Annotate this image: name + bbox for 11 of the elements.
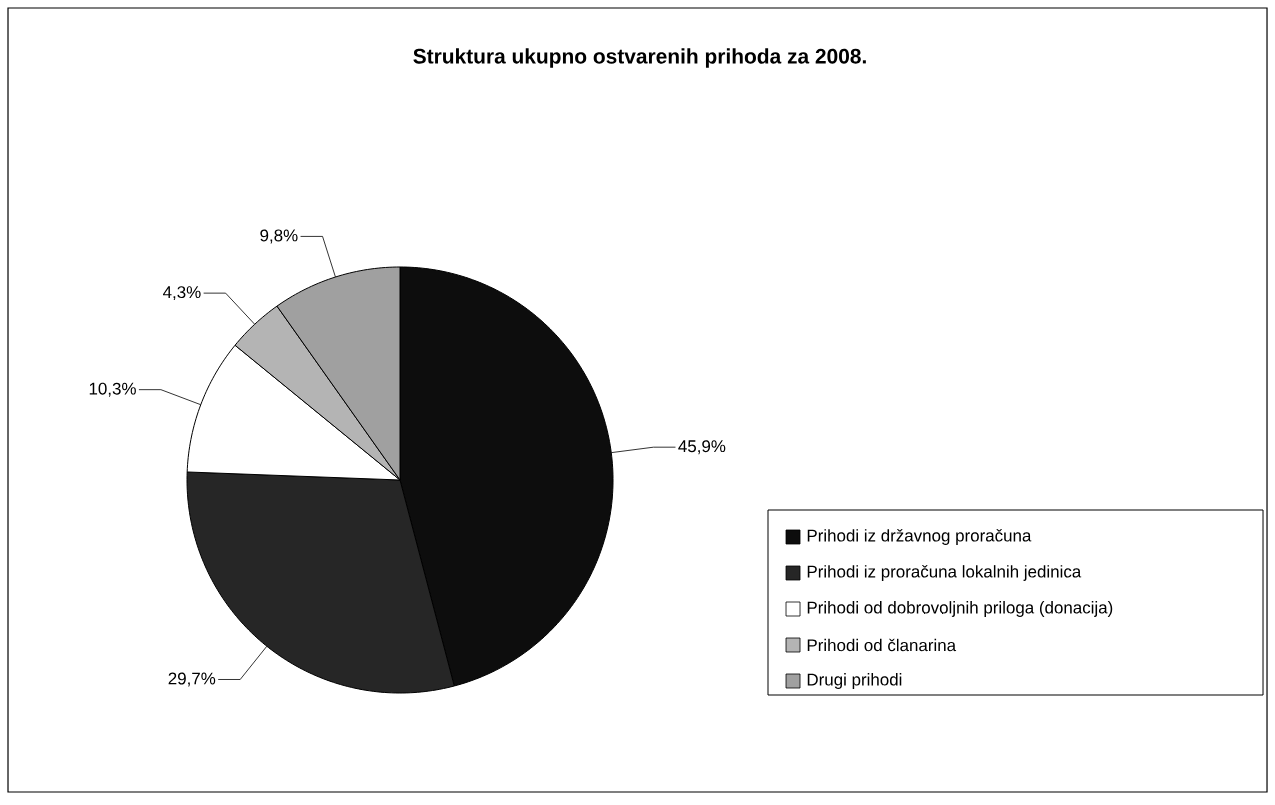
data-label: 4,3% (163, 286, 201, 301)
legend-label: Prihodi iz proračuna lokalnih jedinica (807, 565, 1082, 581)
data-label: 9,8% (260, 229, 298, 244)
chart-title: Struktura ukupno ostvarenih prihoda za 2008. (413, 48, 866, 68)
data-label: 29,7% (168, 672, 216, 687)
legend-label: Prihodi od dobrovoljnih priloga (donacija) (807, 601, 1113, 617)
data-label: 10,3% (89, 382, 136, 397)
data-label: 45,9% (678, 440, 726, 455)
legend-label: Drugi prihodi (807, 673, 902, 689)
legend-label: Prihodi od članarina (807, 638, 957, 652)
legend-label: Prihodi iz državnog proračuna (807, 529, 1032, 545)
